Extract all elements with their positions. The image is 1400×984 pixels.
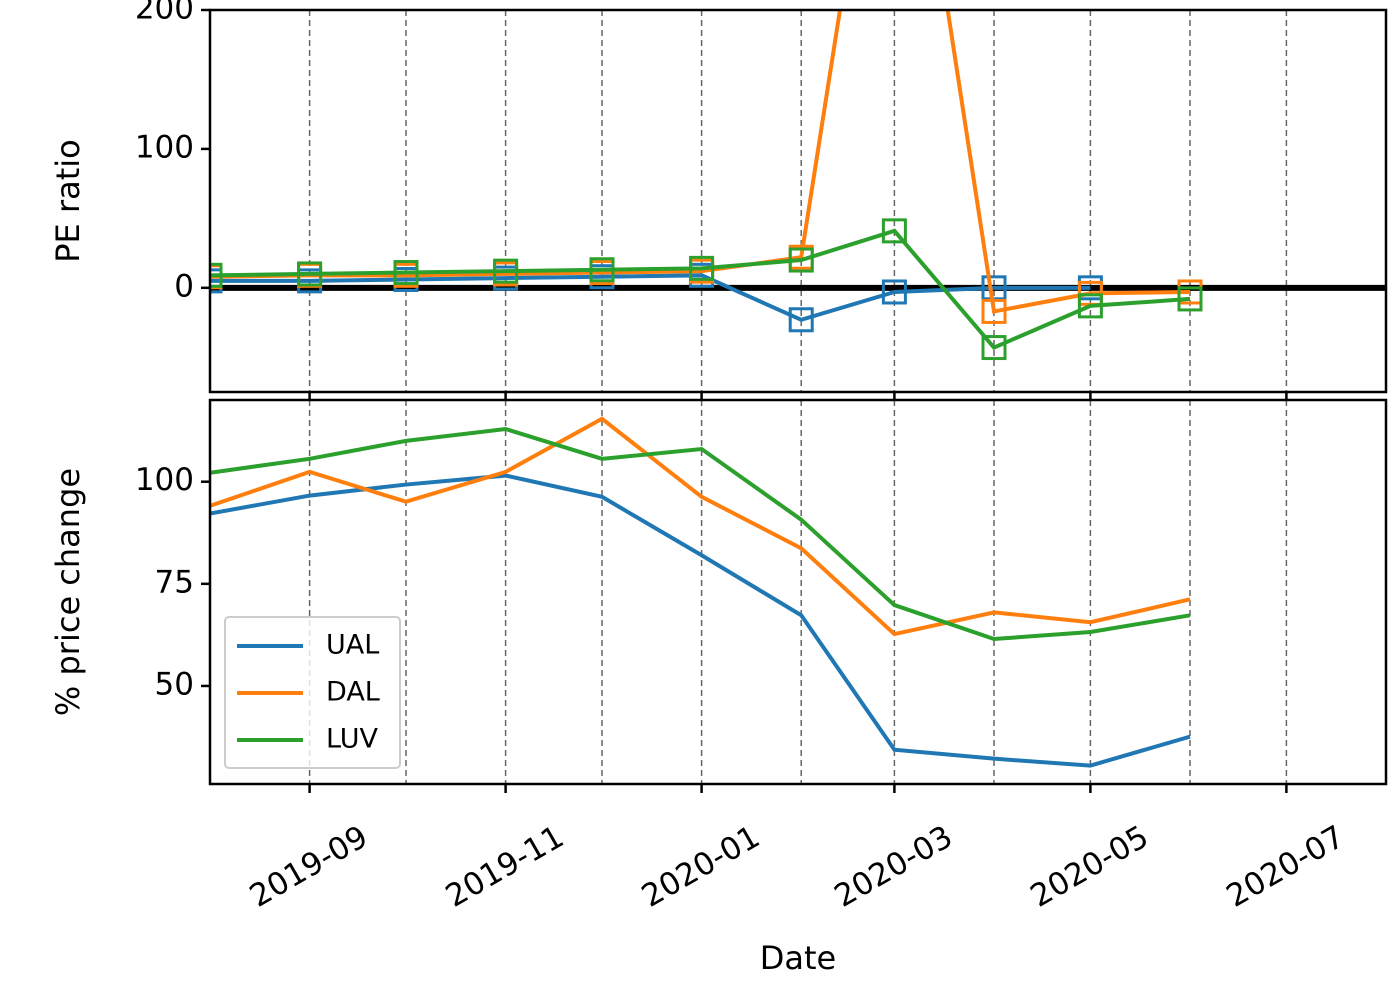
marker	[493, 258, 519, 284]
series-line	[210, 10, 1191, 314]
plot-area	[210, 10, 1386, 392]
x-tick-label: 2020-01	[636, 819, 766, 915]
marker	[981, 298, 1007, 324]
legend-label: LUV	[326, 724, 378, 755]
y-axis-label: PE ratio	[49, 139, 87, 262]
legend-label: UAL	[326, 630, 379, 661]
y-tick-label: 200	[135, 0, 194, 27]
marker	[689, 255, 715, 281]
y-tick-label: 100	[135, 129, 194, 165]
axes-frame	[208, 8, 1388, 394]
series-line	[210, 426, 1191, 642]
x-tick-label: 2020-05	[1025, 819, 1155, 915]
series-line	[210, 228, 1191, 350]
marker	[297, 261, 323, 287]
legend-box	[224, 616, 401, 769]
marker	[881, 279, 907, 305]
marker	[589, 257, 615, 283]
marker	[393, 260, 419, 286]
marker	[788, 247, 814, 273]
marker	[788, 307, 814, 333]
y-axis-label: % price change	[49, 468, 87, 716]
x-tick-label: 2020-03	[829, 819, 959, 915]
x-tick-label: 2019-09	[244, 819, 374, 915]
marker	[981, 335, 1007, 361]
plot-area	[210, 400, 1288, 784]
y-tick-label: 75	[155, 564, 194, 600]
marker	[1177, 286, 1203, 312]
axes-frame	[208, 398, 1388, 786]
x-tick-label: 2020-07	[1221, 819, 1351, 915]
y-tick-label: 0	[174, 268, 194, 304]
marker	[210, 262, 223, 288]
series-line	[210, 273, 1091, 322]
marker	[1077, 293, 1103, 319]
x-axis-label: Date	[760, 939, 836, 977]
y-tick-label: 100	[135, 462, 194, 498]
marker	[881, 218, 907, 244]
x-tick-label: 2019-11	[440, 819, 570, 915]
series-line	[210, 416, 1191, 637]
y-tick-label: 50	[155, 666, 194, 702]
legend-label: DAL	[326, 677, 380, 708]
series-line	[210, 473, 1191, 768]
